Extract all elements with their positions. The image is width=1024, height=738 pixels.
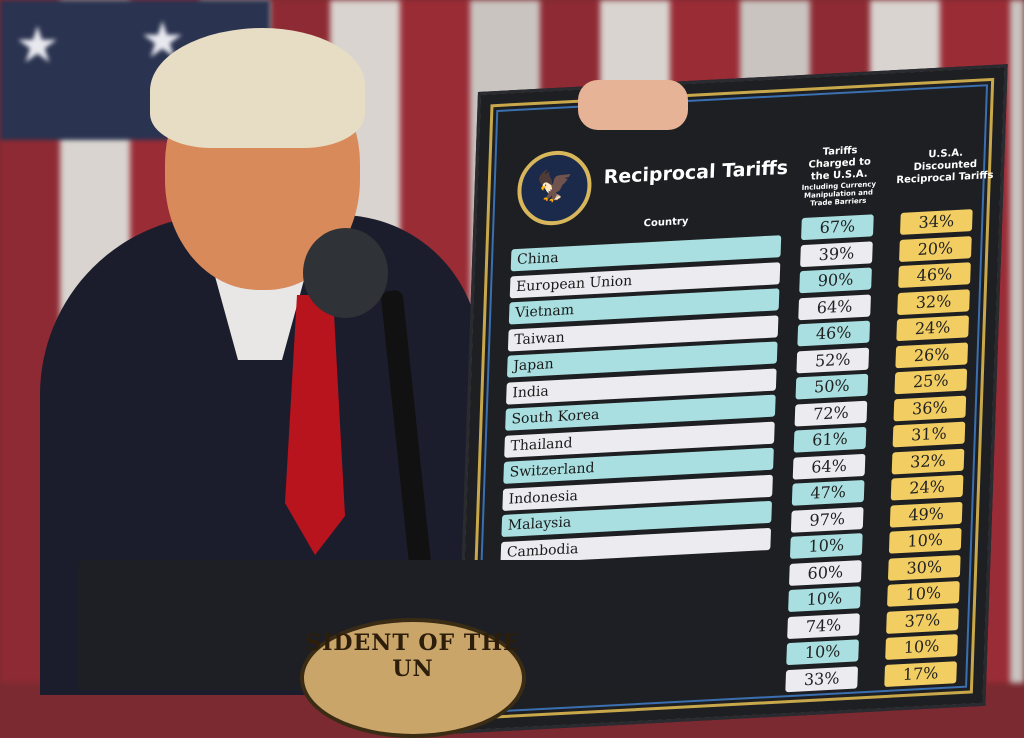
country-header: Country: [643, 216, 689, 230]
charged-cell: 64%: [798, 293, 871, 320]
charged-cell: 61%: [793, 426, 867, 453]
discounted-cell: 26%: [895, 341, 969, 368]
charged-cell: 97%: [790, 506, 864, 533]
discounted-cell: 34%: [899, 209, 973, 235]
discounted-header: U.S.A. Discounted Reciprocal Tariffs: [896, 147, 994, 187]
discounted-cell: 30%: [887, 554, 961, 581]
discounted-cell: 31%: [892, 421, 966, 448]
charged-cell: 90%: [799, 267, 872, 294]
discounted-cell: 20%: [899, 235, 972, 262]
charged-cell: 47%: [791, 479, 865, 506]
microphone-icon: [303, 228, 388, 318]
charged-cell: 67%: [801, 214, 874, 241]
discounted-cell: 10%: [888, 527, 962, 554]
board-title: Reciprocal Tariffs: [603, 156, 789, 189]
charged-column: 67% 39% 90% 64% 46% 52% 50% 72% 61% 64% 47% 97% 10% 6…: [785, 214, 874, 696]
discounted-cell: 10%: [887, 580, 960, 607]
charged-cell: 46%: [797, 320, 871, 347]
speaker-tie: [285, 295, 345, 555]
charged-cell: 72%: [794, 400, 868, 427]
discounted-cell: 32%: [891, 448, 965, 475]
speaker-hair: [150, 28, 365, 148]
discounted-cell: 46%: [898, 262, 971, 289]
discounted-cell: 25%: [894, 368, 968, 395]
charged-subheader: Including Currency Manipulation and Trad…: [801, 180, 877, 208]
podium-seal: SIDENT OF THE UN: [300, 618, 526, 738]
discounted-cell: 10%: [885, 634, 958, 660]
charged-header-text: Tariffs Charged to the U.S.A.: [808, 145, 871, 183]
discounted-column: 34% 20% 46% 32% 24% 26% 25% 36% 31% 32% 24% 49% 10% 3…: [884, 209, 973, 691]
speaker-hand: [578, 80, 688, 130]
charged-cell: 52%: [796, 347, 870, 373]
charged-cell: 74%: [787, 612, 860, 639]
discounted-cell: 37%: [886, 607, 959, 634]
discounted-cell: 24%: [896, 315, 970, 342]
charged-cell: 60%: [789, 559, 862, 586]
charged-cell: 10%: [788, 586, 861, 613]
charged-header: Tariffs Charged to the U.S.A. Including C…: [798, 144, 880, 208]
country-list: China European Union Vietnam Taiwan Japan Ind…: [500, 235, 782, 568]
discounted-cell: 36%: [893, 395, 967, 421]
discounted-cell: 49%: [889, 501, 963, 528]
discounted-cell: 24%: [890, 474, 964, 501]
charged-cell: 50%: [795, 373, 869, 400]
charged-cell: 39%: [800, 240, 873, 267]
presidential-seal-icon: 🦅: [516, 149, 593, 228]
charged-cell: 64%: [792, 453, 866, 480]
charged-cell: 10%: [786, 639, 859, 666]
discounted-cell: 32%: [897, 288, 970, 315]
star-icon: ★: [15, 16, 60, 74]
charged-cell: 33%: [785, 665, 859, 692]
charged-cell: 10%: [789, 533, 863, 559]
